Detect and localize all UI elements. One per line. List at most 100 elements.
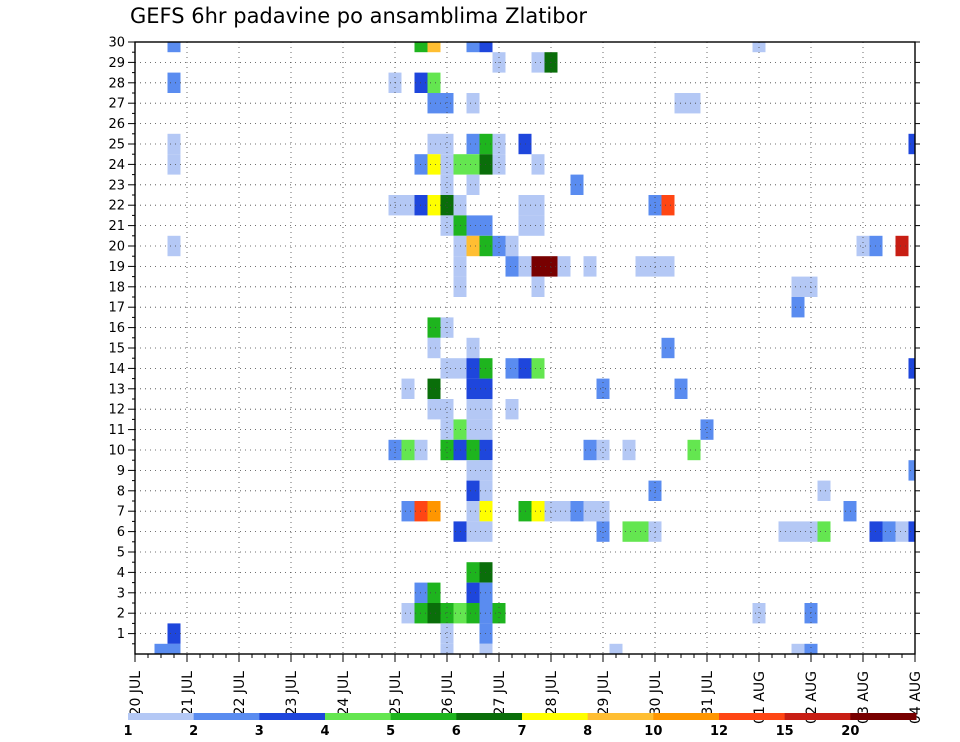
- heatmap-cell: [791, 643, 805, 654]
- heatmap-cell: [440, 419, 454, 440]
- heatmap-cell: [505, 235, 519, 257]
- heatmap-cell: [479, 643, 493, 654]
- x-tick-label: 04 AUG: [908, 671, 924, 724]
- y-tick-label: 15: [108, 342, 125, 357]
- heatmap-cell: [440, 215, 454, 236]
- y-tick-label: 2: [117, 607, 125, 622]
- colorbar-label: 4: [320, 724, 329, 739]
- heatmap-cell: [895, 235, 909, 257]
- heatmap-cell: [427, 72, 441, 93]
- heatmap-cell: [661, 256, 675, 277]
- y-tick-label: 27: [108, 97, 125, 112]
- heatmap-cell: [466, 358, 480, 379]
- heatmap-cell: [466, 521, 480, 542]
- heatmap-cell: [661, 337, 675, 359]
- heatmap-cell: [557, 256, 571, 277]
- colorbar-label: 7: [517, 724, 526, 739]
- colorbar-swatch: [719, 713, 786, 720]
- y-tick-label: 11: [108, 423, 125, 438]
- heatmap-cell: [427, 378, 441, 399]
- y-tick-label: 7: [117, 505, 125, 520]
- y-tick-label: 13: [108, 382, 125, 397]
- colorbar-swatch: [193, 713, 260, 720]
- y-tick-label: 9: [117, 464, 125, 479]
- heatmap-cell: [882, 521, 896, 542]
- heatmap-cell: [596, 378, 610, 399]
- colorbar-label: 8: [583, 724, 592, 739]
- x-tick-label: 03 AUG: [856, 671, 872, 724]
- heatmap-cell: [401, 378, 415, 399]
- y-tick-label: 10: [108, 444, 125, 459]
- heatmap-cell: [687, 439, 701, 461]
- heatmap-cell: [466, 42, 480, 53]
- y-tick-label: 24: [108, 158, 125, 173]
- heatmap-cell: [440, 623, 454, 644]
- y-tick-label: 5: [117, 546, 125, 561]
- x-tick-label: 25 JUL: [388, 671, 404, 716]
- heatmap-cell: [427, 337, 441, 359]
- y-tick-label: 12: [108, 403, 125, 418]
- heatmap-cell: [440, 358, 454, 379]
- chart-title: GEFS 6hr padavine po ansamblima Zlatibor: [130, 4, 588, 28]
- y-tick-label: 3: [117, 586, 125, 601]
- x-axis: 20 JUL 21 JUL 22 JUL 23 JUL 24 JUL 25 JUL 26 J…: [128, 654, 924, 724]
- heatmap-cell: [466, 154, 480, 175]
- heatmap-cell: [622, 521, 636, 542]
- heatmap-cell: [908, 133, 915, 155]
- heatmap-cell: [492, 603, 506, 624]
- heatmap-cell: [557, 501, 571, 522]
- heatmap-cell: [492, 133, 506, 155]
- y-tick-label: 20: [108, 240, 125, 255]
- heatmap-cell: [466, 562, 480, 583]
- heatmap-cell: [440, 399, 454, 420]
- heatmap-cell: [427, 93, 441, 114]
- y-tick-label: 17: [108, 301, 125, 316]
- heatmap-cell: [908, 460, 915, 481]
- heatmap-cell: [427, 42, 441, 53]
- x-tick-label: 28 JUL: [544, 671, 560, 716]
- y-tick-label: 16: [108, 321, 125, 336]
- heatmap-cell: [570, 501, 584, 522]
- heatmap-cell: [531, 215, 545, 236]
- heatmap-cell: [427, 399, 441, 420]
- x-tick-label: 23 JUL: [284, 671, 300, 716]
- heatmap-cell: [466, 93, 480, 114]
- heatmap-cell: [531, 276, 545, 297]
- x-tick-label: 29 JUL: [596, 671, 612, 716]
- heatmap-cell: [466, 215, 480, 236]
- heatmap-cell: [661, 195, 675, 216]
- colorbar-swatch: [850, 713, 917, 720]
- heatmap-cell: [531, 154, 545, 175]
- colorbar-swatch: [522, 713, 589, 720]
- x-tick-label: 01 AUG: [752, 671, 768, 724]
- heatmap-cell: [440, 154, 454, 175]
- heatmap-cell: [167, 154, 181, 175]
- x-tick-label: 27 JUL: [492, 671, 508, 716]
- x-tick-label: 02 AUG: [804, 671, 820, 724]
- heatmap-cell: [466, 337, 480, 359]
- colorbar-swatch: [325, 713, 392, 720]
- heatmap-cell: [635, 256, 649, 277]
- colorbar-label: 15: [776, 724, 794, 739]
- heatmap-cell: [531, 358, 545, 379]
- heatmap-cell: [427, 582, 441, 603]
- heatmap-cell: [466, 133, 480, 155]
- heatmap-cell: [167, 623, 181, 644]
- y-tick-label: 1: [117, 627, 125, 642]
- heatmap-cell: [466, 501, 480, 522]
- heatmap-cell: [505, 358, 519, 379]
- heatmap-cell: [427, 501, 441, 522]
- heatmap-cell: [427, 133, 441, 155]
- heatmap-cell: [817, 480, 831, 501]
- y-tick-label: 30: [108, 36, 125, 51]
- heatmap-cell: [466, 460, 480, 481]
- heatmap-cell: [622, 439, 636, 461]
- heatmap-cell: [440, 603, 454, 624]
- colorbar-label: 1: [123, 724, 132, 739]
- x-tick-label: 20 JUL: [128, 671, 144, 716]
- y-tick-label: 28: [108, 76, 125, 91]
- y-tick-label: 19: [108, 260, 125, 275]
- heatmap-cell: [856, 235, 870, 257]
- colorbar-label: 12: [710, 724, 728, 739]
